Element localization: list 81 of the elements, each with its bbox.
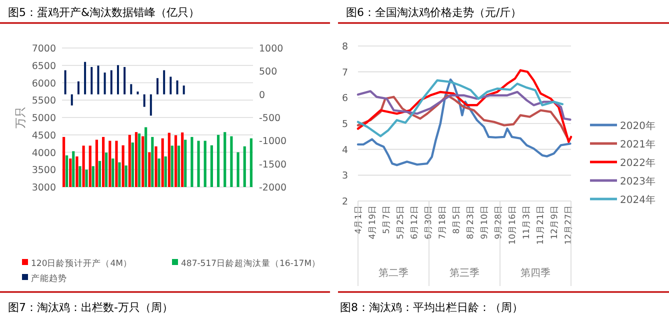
y-tick-label: 5500 [32, 96, 56, 107]
y2-tick-label: -1000 [259, 136, 287, 148]
bar [90, 66, 93, 94]
y-tick-label: 4000 [32, 148, 56, 159]
x-tick-label: 10月16日 [508, 205, 518, 245]
x-tick-label: 11月21日 [536, 205, 546, 245]
bar [150, 94, 152, 116]
y-tick-label: 6000 [32, 78, 56, 90]
x-tick-label: 5月25日 [396, 205, 406, 240]
y-tick-label: 3 [342, 170, 348, 182]
y-tick-label: 7 [342, 67, 348, 78]
legend-label: 120日龄预计开产（4M） [31, 258, 132, 269]
y2-tick-label: 500 [259, 66, 278, 78]
bar [170, 76, 172, 94]
legend-item: 2024年 [590, 195, 656, 206]
y-tick-label: 3500 [32, 165, 56, 176]
x-tick-label: 4月1日 [354, 205, 364, 234]
bar [182, 86, 185, 94]
bar [176, 80, 178, 94]
chart-title: 图6：全国淘汰鸡价格走势（元/斤） [346, 6, 522, 19]
y-tick-label: 8 [342, 42, 348, 52]
legend-item: 487-517日龄超淘汰量（16-17M） [172, 259, 321, 269]
y2-tick-label: -1500 [259, 159, 287, 170]
bar [143, 94, 146, 107]
y2-tick-label: -500 [259, 113, 281, 124]
y-tick-label: 4 [342, 144, 348, 156]
bar [104, 72, 106, 94]
legend-item: 2023年 [590, 176, 656, 188]
legend-label: 2023年 [620, 176, 656, 188]
legend-item: 120日龄预计开产（4M） [22, 259, 132, 269]
caption: 图8：淘汰鸡：平均出栏日龄：（周） [340, 301, 523, 314]
bar [136, 92, 139, 94]
x-tick-label: 12月9日 [550, 205, 560, 240]
x-tick-label: 11月3日 [522, 205, 532, 240]
bar [156, 78, 158, 94]
y-tick-label: 7000 [32, 44, 56, 54]
bar [97, 66, 100, 94]
y-tick-label: 6 [342, 93, 348, 104]
chart-title: 图5：蛋鸡开产&淘汰数据错峰（亿只） [8, 6, 200, 19]
x-tick-label: 12月27日 [564, 205, 574, 245]
x-tick-label: 8月5日 [452, 205, 462, 234]
y2-tick-label: 1000 [259, 44, 284, 54]
y-tick-label: 2 [342, 196, 348, 208]
y-tick-label: 5 [342, 119, 348, 130]
legend-label: 产能趋势 [31, 273, 67, 284]
legend-item: 2022年 [590, 158, 656, 169]
legend-item: 2020年 [590, 121, 656, 132]
y2-tick-label: -2000 [259, 182, 287, 194]
x-tick-label: 4月19日 [368, 205, 378, 240]
x-tick-label: 7月18日 [438, 205, 448, 240]
x-tick-label: 6月30日 [424, 205, 434, 240]
bar [70, 94, 73, 106]
x-tick-label: 9月28日 [494, 205, 504, 240]
y-tick-label: 3000 [32, 182, 56, 194]
legend-label: 2021年 [620, 138, 656, 150]
legend-label: 2024年 [620, 194, 656, 206]
text: 第四季 [520, 267, 550, 279]
y-tick-label: 5000 [32, 113, 56, 124]
bar [116, 65, 119, 94]
x-tick-label: 9月10日 [480, 205, 490, 240]
bar [130, 84, 132, 94]
y2-tick-label: 0 [259, 90, 266, 101]
legend-item: 产能趋势 [22, 274, 67, 284]
y-tick-label: 4500 [32, 130, 56, 142]
legend-label: 2020年 [620, 120, 656, 132]
y-axis-title: 万只 [14, 106, 27, 128]
x-tick-label: 6月12日 [410, 205, 420, 240]
bar [163, 70, 166, 94]
legend-item: 2021年 [590, 140, 656, 150]
caption: 图7：淘汰鸡：出栏数-万只（周） [8, 301, 173, 314]
text: 第二季 [378, 267, 408, 279]
text: 第三季 [450, 267, 480, 279]
legend-label: 2022年 [620, 157, 656, 169]
bar [110, 70, 112, 94]
y-tick-label: 6500 [32, 60, 56, 72]
bar [84, 62, 86, 94]
bar [77, 81, 80, 94]
bar [124, 66, 126, 94]
x-tick-label: 5月7日 [382, 205, 392, 234]
bar [64, 70, 66, 94]
x-tick-label: 8月23日 [466, 205, 476, 240]
